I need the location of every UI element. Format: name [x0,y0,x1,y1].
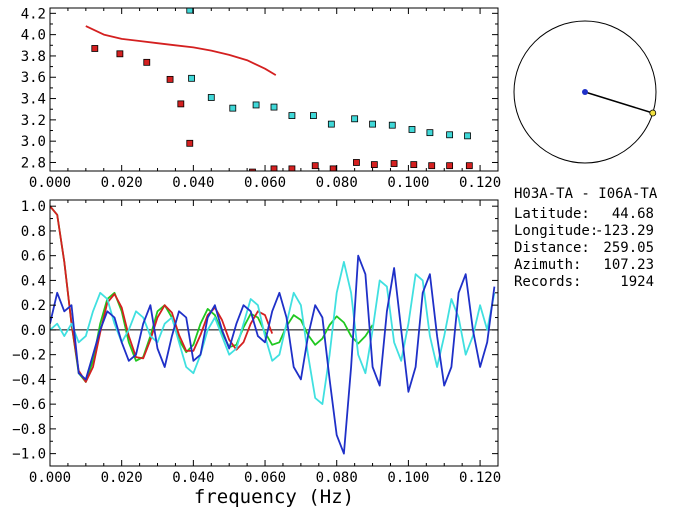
data-point [329,165,337,171]
data-point [428,162,436,170]
series-line-0 [50,205,374,383]
x-tick-label: 0.080 [316,470,358,486]
data-point [177,100,185,108]
data-point [186,8,194,14]
y-tick-label: 0.2 [21,298,46,314]
y-tick-label: 0.8 [21,224,46,240]
y-tick-label: −0.8 [12,422,46,438]
data-point [390,160,398,167]
data-point [186,139,194,147]
data-point [369,120,376,128]
data-point [252,101,260,109]
data-point [446,131,454,139]
y-tick-label: 3.4 [21,92,46,108]
data-point [410,161,418,169]
data-point [166,75,174,83]
series-line-1 [50,205,274,383]
y-tick-label: 0.4 [21,273,46,289]
data-point [270,103,278,111]
x-tick-label: 0.020 [101,175,143,191]
x-tick-label: 0.060 [244,470,286,486]
x-tick-label: 0.020 [101,470,143,486]
data-point [143,58,151,66]
dispersion-plot: 0.000 0.020 0.040 0.060 0.080 0.100 0.120 2.8 3.… [21,6,501,191]
station-pair: H03A-TA - I06A-TA [514,186,658,202]
series-line-2 [50,260,496,406]
azimuth-value: 107.23 [603,257,654,273]
azimuth-ring [513,20,657,164]
y-tick-label: 2.8 [21,155,46,171]
info-panel: H03A-TA - I06A-TA Latitude: 44.68 Longit… [514,186,658,290]
x-tick-label: 0.100 [387,175,429,191]
x-tick-label: 0.040 [172,175,214,191]
x-axis-label: frequency (Hz) [194,486,354,508]
records-value: 1924 [620,274,654,290]
longitude-label: Longitude: [514,223,598,239]
data-point [353,159,360,166]
y-tick-label: −1.0 [12,447,46,463]
data-point [288,165,296,171]
y-tick-label: 0.0 [21,323,46,339]
plot-area [50,205,496,455]
longitude-value: -123.29 [595,223,654,239]
latitude-value: 44.68 [612,206,654,222]
data-point [327,120,335,128]
x-tick-label: 0.080 [316,175,358,191]
azimuth-line [584,91,654,114]
data-point [426,129,434,137]
x-tick-label: 0.100 [387,470,429,486]
station-a-marker [582,89,588,95]
data-point [229,104,237,112]
plot-area [85,8,473,171]
y-tick-label: 3.0 [21,134,46,150]
y-tick-label: 3.6 [21,70,46,86]
y-tick-label: 3.2 [21,113,46,129]
data-point [370,161,378,169]
correlation-plot: 0.000 0.020 0.040 0.060 0.080 0.100 0.120 1.0 0.… [12,199,501,486]
data-point [270,165,278,171]
azimuth-label: Azimuth: [514,257,581,273]
y-tick-label: −0.2 [12,348,46,364]
x-tick-label: 0.000 [29,470,71,486]
data-point [388,121,396,129]
y-tick-label: −0.6 [12,397,46,413]
data-point [91,45,99,52]
station-b-marker [649,109,657,117]
data-point [408,126,416,133]
data-point [188,74,195,82]
distance-value: 259.05 [603,240,654,256]
data-point [116,50,124,58]
x-tick-label: 0.120 [459,470,501,486]
data-point [446,162,454,170]
plot-frame [49,199,499,467]
latitude-label: Latitude: [514,206,590,222]
distance-label: Distance: [514,240,590,256]
y-tick-label: 0.6 [21,249,46,265]
data-point [351,115,359,123]
plot-frame [49,7,499,172]
y-tick-label: −0.4 [12,372,46,388]
y-tick-label: 4.0 [21,28,46,44]
data-point [288,112,296,120]
y-tick-label: 4.2 [21,6,46,22]
y-tick-label: 1.0 [21,199,46,215]
data-point [464,132,471,140]
x-tick-label: 0.000 [29,175,71,191]
y-tick-label: 3.8 [21,49,46,65]
data-point [465,162,473,170]
records-label: Records: [514,274,581,290]
data-point [249,168,256,171]
series-line-3 [50,254,496,455]
data-point [207,94,215,101]
series-line-0 [85,25,277,76]
data-point [310,112,317,120]
data-point [311,162,319,170]
x-tick-label: 0.040 [172,470,214,486]
azimuth-circle [513,20,657,164]
x-tick-label: 0.060 [244,175,286,191]
x-tick-label: 0.120 [459,175,501,191]
